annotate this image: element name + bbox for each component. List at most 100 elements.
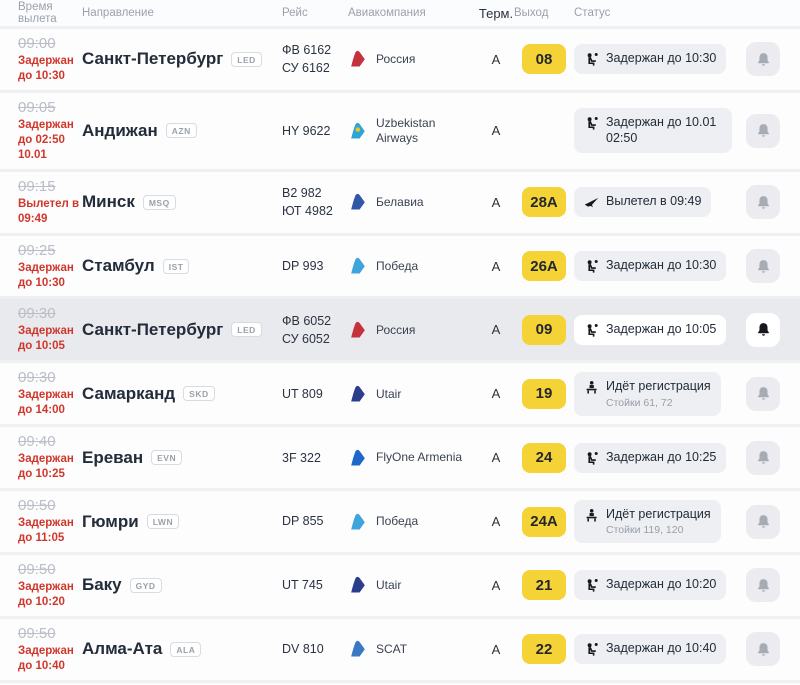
destination-city: Минск [82, 192, 135, 212]
terminal-value: А [491, 194, 501, 210]
status-text: Задержан до 10:05 [606, 321, 717, 336]
airline-cell: Россия [348, 49, 478, 69]
gate-badge: 19 [522, 378, 566, 409]
notification-bell-button[interactable] [746, 504, 780, 539]
status-text: Задержан до 10:20 [606, 577, 717, 592]
flight-number: B2 982 [282, 186, 322, 200]
flight-number: DP 855 [282, 514, 324, 529]
airline-logo-icon [351, 513, 365, 529]
notification-bell-button[interactable] [746, 249, 780, 283]
notification-bell-button[interactable] [746, 632, 780, 667]
status-text: Вылетел в 09:49 [606, 194, 702, 209]
flight-row[interactable]: 09:50 Задержан до 10:20 Баку GYD UT 745 … [0, 554, 800, 616]
notification-bell-button[interactable] [746, 376, 780, 411]
flight-row[interactable]: 09:40 Задержан до 10:25 Ереван EVN 3F 32… [0, 427, 800, 489]
flight-row[interactable]: 09:00 Задержан до 10:30 Санкт-Петербург … [0, 29, 800, 90]
time-cell: 09:30 Задержан до 10:05 [18, 305, 82, 354]
status-text: Идёт регистрация [606, 378, 711, 393]
gate-badge: 08 [522, 44, 566, 75]
time-status-note: Задержан до 10:40 [18, 644, 74, 672]
flight-cell: UT 809 [282, 385, 348, 403]
airport-code-badge: GYD [129, 577, 162, 593]
terminal-value: А [491, 322, 501, 338]
status-text: Задержан до 10:25 [606, 449, 717, 464]
status-chip: Задержан до 10:30 [574, 251, 727, 281]
terminal-value: А [491, 123, 501, 139]
airline-logo-icon [351, 577, 365, 593]
scheduled-time: 09:05 [18, 98, 56, 116]
flight-number: 3F 322 [282, 450, 321, 465]
gate-cell: 24 [514, 442, 574, 473]
airline-name: Utair [376, 386, 402, 401]
status-cell: Задержан до 10.01 02:50 [574, 108, 732, 154]
notification-bell-button[interactable] [746, 113, 780, 148]
time-status-note: Задержан до 14:00 [18, 389, 74, 417]
flight-row[interactable]: 09:30 Задержан до 10:05 Санкт-Петербург … [0, 299, 800, 361]
flight-row[interactable]: 09:25 Задержан до 10:30 Стамбул IST DP 9… [0, 235, 800, 297]
bell-icon [757, 451, 769, 464]
flight-row[interactable]: 09:15 Вылетел в 09:49 Минск MSQ B2 982 Ю… [0, 171, 800, 233]
time-cell: 09:30 Задержан до 14:00 [18, 369, 82, 418]
destination-cell: Андижан AZN [82, 121, 282, 141]
time-cell: 09:50 Задержан до 11:05 [18, 497, 82, 546]
notification-bell-button[interactable] [746, 312, 780, 347]
destination-cell: Баку GYD [82, 575, 282, 595]
destination-cell: Гюмри LWN [82, 512, 282, 532]
notification-bell-button[interactable] [746, 568, 780, 603]
departed-plane-icon [584, 195, 599, 210]
destination-city: Ереван [82, 447, 144, 467]
airline-logo-icon [351, 449, 365, 466]
destination-city: Стамбул [82, 256, 155, 275]
bell-icon [757, 387, 769, 400]
flight-number: ФВ 6052 [282, 313, 332, 328]
destination-cell: Санкт-Петербург LED [82, 49, 282, 69]
destination-cell: Алма-Ата ALA [82, 639, 282, 659]
flight-number: СУ 6052 [282, 331, 330, 346]
bell-cell [732, 504, 780, 539]
status-text-wrap: Задержан до 10:05 [606, 322, 716, 338]
status-text-wrap: Идёт регистрация Стойки 61, 72 [606, 379, 711, 409]
time-cell: 09:50 Задержан до 10:20 [18, 561, 82, 610]
flight-number: UT 809 [282, 386, 323, 401]
gate-cell: 09 [514, 314, 574, 345]
time-status-note: Вылетел в 09:49 [18, 197, 80, 225]
terminal-value: А [491, 514, 501, 529]
gate-cell: 08 [514, 44, 574, 75]
status-chip: Задержан до 10:05 [574, 314, 727, 345]
flight-row[interactable]: 09:30 Задержан до 14:00 Самарканд SKD UT… [0, 363, 800, 425]
time-cell: 09:40 Задержан до 10:25 [18, 433, 82, 482]
status-cell: Задержан до 10:30 [574, 251, 732, 281]
airport-code-badge: ALA [170, 641, 202, 657]
flight-row[interactable]: 09:50 Задержан до 11:05 Гюмри LWN DP 855… [0, 491, 800, 552]
destination-cell: Самарканд SKD [82, 384, 282, 404]
status-chip: Задержан до 10:20 [574, 570, 727, 601]
delayed-clock-person-icon [584, 52, 599, 67]
flight-row[interactable]: 09:55 Задержан до 11:40 Краснодар KRR ДР… [0, 682, 800, 685]
notification-bell-button[interactable] [746, 185, 780, 220]
scheduled-time: 09:30 [18, 369, 56, 387]
status-cell: Идёт регистрация Стойки 61, 72 [574, 371, 732, 416]
flight-row[interactable]: 09:50 Задержан до 10:40 Алма-Ата ALA DV … [0, 618, 800, 680]
status-cell: Задержан до 10:25 [574, 442, 732, 473]
airline-logo-icon [351, 321, 365, 338]
gate-badge: 22 [522, 634, 566, 665]
notification-bell-button[interactable] [746, 440, 780, 475]
destination-city: Санкт-Петербург [82, 319, 224, 339]
notification-bell-button[interactable] [746, 42, 780, 77]
airport-code-badge: LWN [146, 514, 180, 529]
time-cell: 09:00 Задержан до 10:30 [18, 35, 82, 84]
terminal-value: А [491, 386, 501, 402]
status-text: Задержан до 10.01 02:50 [606, 115, 717, 145]
status-text-wrap: Задержан до 10:30 [606, 51, 716, 67]
airline-logo-accent [355, 127, 361, 132]
airline-cell: Белавиа [348, 192, 478, 212]
bell-cell [732, 113, 780, 148]
airline-logo-icon [351, 193, 365, 210]
airline-logo-icon [351, 641, 365, 657]
status-cell: Вылетел в 09:49 [574, 187, 732, 218]
flight-row[interactable]: 09:05 Задержан до 02:50 10.01 Андижан AZ… [0, 92, 800, 169]
delayed-clock-person-icon [584, 451, 599, 466]
delayed-clock-person-icon [584, 642, 599, 657]
flight-cell: DP 855 [282, 512, 348, 530]
flight-number: DV 810 [282, 642, 324, 657]
